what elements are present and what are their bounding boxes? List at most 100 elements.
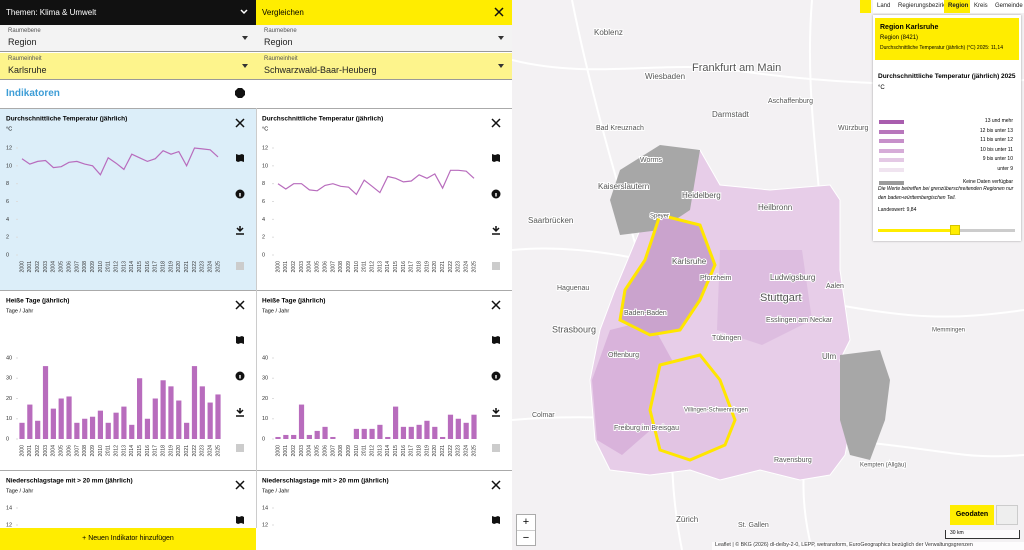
- place-labels: Koblenz Wiesbaden Frankfurt am Main Darmsta…: [527, 27, 966, 530]
- bar: [82, 418, 88, 439]
- zoom-in[interactable]: +: [522, 516, 530, 528]
- no-data-area: [610, 145, 700, 235]
- close-indicator[interactable]: [235, 118, 245, 128]
- y-tick-label: 10: [6, 416, 12, 422]
- download-icon[interactable]: [492, 226, 500, 235]
- close-indicator[interactable]: [491, 480, 501, 490]
- selected-region[interactable]: [618, 213, 717, 337]
- x-tick-label: 2023: [200, 445, 206, 457]
- legend-swatch: [879, 167, 904, 172]
- x-tick-label: 2022: [448, 261, 454, 273]
- x-tick-label: 2005: [59, 445, 65, 457]
- select-level-left[interactable]: Raumebene Region: [0, 25, 256, 52]
- x-tick-label: 2001: [27, 261, 33, 273]
- y-tick-label: 40: [262, 355, 268, 361]
- map-icon[interactable]: [492, 154, 500, 162]
- bar: [447, 414, 454, 439]
- bar: [455, 418, 461, 439]
- x-tick-label: 2003: [43, 445, 49, 457]
- legend-title: Durchschnittliche Temperatur (jährlich) …: [878, 73, 1016, 80]
- legend-swatch: [879, 181, 904, 185]
- x-tick-label: 2001: [283, 445, 289, 457]
- topic-bar[interactable]: Themen: Klima & Umwelt: [0, 0, 256, 25]
- legend-label: unter 9: [997, 165, 1013, 172]
- close-indicator[interactable]: [491, 300, 501, 310]
- compare: Vergleichen: [262, 8, 304, 17]
- level-tab[interactable]: Region: [944, 0, 973, 13]
- download-icon[interactable]: [236, 226, 244, 235]
- geodata-button[interactable]: Geodaten: [950, 505, 994, 525]
- select-unit-right[interactable]: Raumeinheit Schwarzwald-Baar-Heuberg: [256, 53, 512, 80]
- level-tab[interactable]: Gemeinde: [991, 0, 1024, 13]
- bar: [424, 420, 430, 439]
- close-indicator[interactable]: [235, 480, 245, 490]
- map[interactable]: Koblenz Wiesbaden Frankfurt am Main Darmsta…: [512, 0, 1024, 550]
- button-spacer: [256, 528, 512, 550]
- chart-title: Durchschnittliche Temperatur (jährlich): [262, 116, 383, 123]
- map-icon[interactable]: [236, 336, 244, 344]
- chart-icon[interactable]: [236, 262, 244, 270]
- layer-button[interactable]: [996, 505, 1018, 525]
- place-label: Colmar: [532, 412, 555, 419]
- slider-handle[interactable]: [950, 225, 960, 235]
- download-icon[interactable]: [236, 408, 244, 417]
- map-icon[interactable]: [236, 516, 244, 524]
- place-label: Kempten (Allgäu): [860, 463, 906, 469]
- add-indicator[interactable]: + Neuen Indikator hinzufügen: [0, 528, 256, 550]
- level-tab[interactable]: Land: [873, 0, 895, 13]
- map-icon[interactable]: [492, 516, 500, 524]
- x-tick-label: 2010: [98, 261, 104, 273]
- select-unit-left[interactable]: Raumeinheit Karlsruhe: [0, 53, 256, 80]
- place-label: Kaiserslautern: [598, 182, 649, 191]
- x-tick-label: 2009: [346, 445, 352, 457]
- zoom-out[interactable]: −: [517, 530, 535, 546]
- chart-icon[interactable]: [492, 444, 500, 452]
- x-tick-label: 2022: [192, 261, 198, 273]
- place-label: Baden-Baden: [624, 310, 667, 317]
- level-tab[interactable]: Kreis: [970, 0, 992, 13]
- bar: [298, 404, 305, 439]
- download-map[interactable]: [860, 0, 871, 13]
- x-tick-label: 2011: [106, 261, 112, 272]
- x-tick-label: 2000: [19, 261, 25, 273]
- legend-label: Keine Daten verfügbar: [962, 179, 1013, 185]
- x-tick-label: 2019: [168, 261, 174, 273]
- x-tick-label: 2015: [393, 261, 399, 273]
- y-axis-label: °C: [262, 126, 268, 132]
- select-level-right[interactable]: Raumebene Region: [256, 25, 512, 52]
- bar: [144, 418, 151, 439]
- close-compare[interactable]: [494, 7, 504, 17]
- chart-title: Durchschnittliche Temperatur (jährlich): [6, 116, 127, 123]
- bar: [191, 366, 198, 439]
- level-tab[interactable]: Regierungsbezirk: [894, 0, 949, 13]
- chart-icon[interactable]: [236, 444, 244, 452]
- map-icon[interactable]: [492, 336, 500, 344]
- y-tick-label: 0: [6, 436, 9, 442]
- x-tick-label: 2008: [82, 445, 88, 457]
- indicators-heading: Indikatoren: [6, 88, 60, 99]
- bar: [369, 428, 375, 439]
- x-tick-label: 2025: [215, 445, 221, 457]
- y-tick-label: 2: [6, 235, 9, 241]
- settings-icon[interactable]: [235, 88, 245, 98]
- close-indicator[interactable]: [235, 300, 245, 310]
- download-icon[interactable]: [492, 408, 500, 417]
- info-box: Region Karlsruhe Region (8421) Durchschn…: [875, 18, 1019, 60]
- close-indicator[interactable]: [491, 118, 501, 128]
- place-label: Speyer: [650, 214, 669, 220]
- compare-region[interactable]: [648, 353, 737, 462]
- chart-icon[interactable]: [492, 262, 500, 270]
- x-tick-label: 2014: [385, 261, 391, 273]
- x-tick-label: 2001: [27, 445, 33, 457]
- legend-note: Die Werte betreffen bei grenzüberschreit…: [878, 186, 1014, 201]
- place-label: Zürich: [676, 515, 698, 524]
- x-tick-label: 2025: [471, 445, 477, 457]
- x-tick-label: 2025: [215, 261, 221, 273]
- x-tick-label: 2006: [66, 445, 72, 457]
- x-tick-label: 2007: [74, 445, 80, 457]
- caret: [498, 64, 504, 68]
- x-tick-label: 2018: [416, 261, 422, 273]
- x-tick-label: 2016: [145, 445, 151, 457]
- info-glyph: [239, 375, 241, 379]
- map-icon[interactable]: [236, 154, 244, 162]
